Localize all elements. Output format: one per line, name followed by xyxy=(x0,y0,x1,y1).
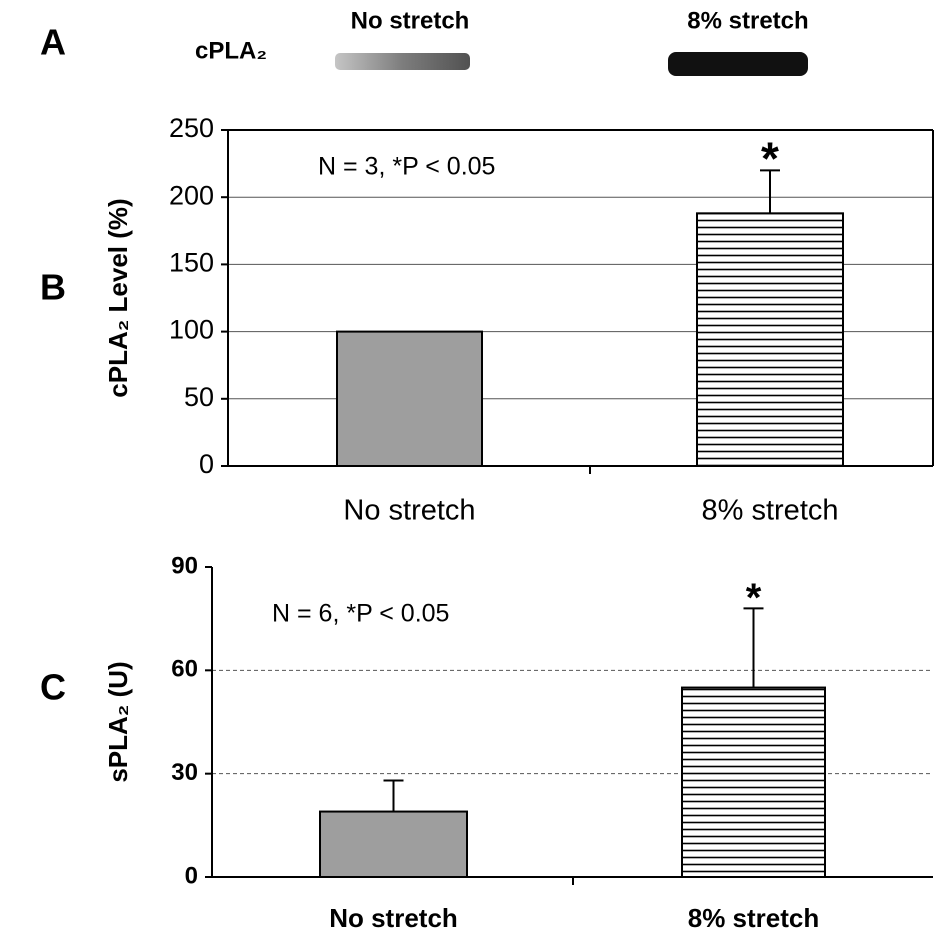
significance-marker: * xyxy=(761,132,779,184)
y-tick-label: 90 xyxy=(171,552,198,579)
annotation: N = 6, *P < 0.05 xyxy=(272,600,449,628)
bar xyxy=(682,688,825,877)
error-bar xyxy=(384,781,404,812)
significance-marker: * xyxy=(746,576,762,620)
panel-letter: B xyxy=(40,267,66,308)
panel-letter: A xyxy=(40,22,66,63)
x-tick-label: No stretch xyxy=(343,495,475,527)
y-tick-label: 50 xyxy=(184,382,214,412)
y-tick-label: 250 xyxy=(169,113,214,143)
y-axis-label: sPLA₂ (U) xyxy=(103,661,133,782)
blot-band xyxy=(335,53,470,70)
panel-letter: C xyxy=(40,667,66,708)
y-tick-label: 100 xyxy=(169,315,214,345)
bar xyxy=(320,812,467,877)
blot-label: cPLA₂ xyxy=(195,37,267,64)
y-tick-label: 60 xyxy=(171,656,198,683)
lane-label: No stretch xyxy=(351,7,470,34)
y-tick-label: 200 xyxy=(169,180,214,210)
y-tick-label: 0 xyxy=(199,449,214,479)
lane-label: 8% stretch xyxy=(687,7,808,34)
y-tick-label: 0 xyxy=(185,862,198,889)
bar xyxy=(697,213,843,466)
x-tick-label: 8% stretch xyxy=(688,903,820,933)
y-axis-label: cPLA₂ Level (%) xyxy=(103,198,133,397)
annotation: N = 3, *P < 0.05 xyxy=(318,153,495,181)
y-tick-label: 150 xyxy=(169,248,214,278)
y-tick-label: 30 xyxy=(171,759,198,786)
error-bar xyxy=(744,608,764,687)
x-tick-label: 8% stretch xyxy=(702,495,839,527)
x-tick-label: No stretch xyxy=(329,903,458,933)
bar xyxy=(337,332,482,466)
blot-band xyxy=(668,52,808,76)
figure: A cPLA₂ No stretch 8% stretch BcPLA₂ Lev… xyxy=(0,0,942,936)
